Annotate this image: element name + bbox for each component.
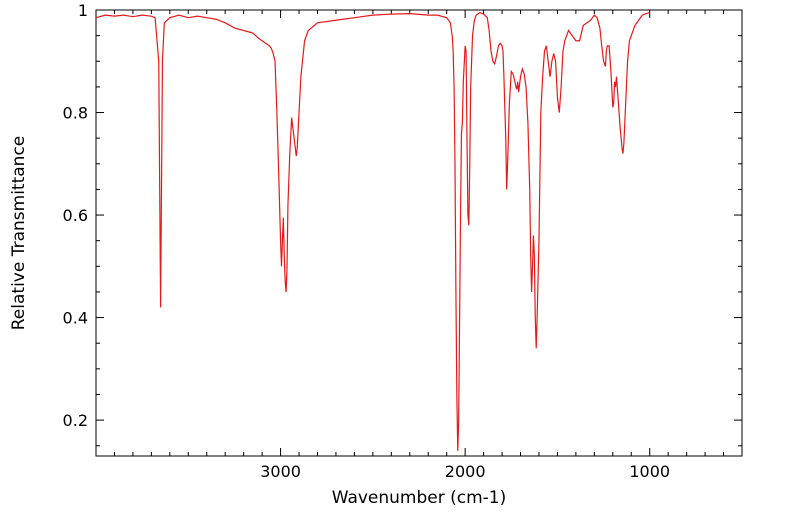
y-tick-label: 0.6 <box>63 206 88 225</box>
minor-ticks <box>96 10 742 456</box>
y-axis-label: Relative Transmittance <box>9 136 29 331</box>
plot-area <box>95 9 743 457</box>
spectrum-line <box>95 11 650 451</box>
x-axis-label: Wavenumber (cm-1) <box>332 488 507 508</box>
y-tick-label: 1 <box>78 1 88 20</box>
x-tick-label: 3000 <box>260 462 301 481</box>
y-tick-label: 0.2 <box>63 411 88 430</box>
y-tick-label: 0.8 <box>63 104 88 123</box>
x-tick-label: 1000 <box>629 462 670 481</box>
y-axis-ticks: 0.2 0.4 0.6 0.8 1 <box>63 1 742 430</box>
x-tick-label: 2000 <box>445 462 486 481</box>
y-tick-label: 0.4 <box>63 309 88 328</box>
x-axis-ticks: 3000 2000 1000 <box>260 10 670 481</box>
